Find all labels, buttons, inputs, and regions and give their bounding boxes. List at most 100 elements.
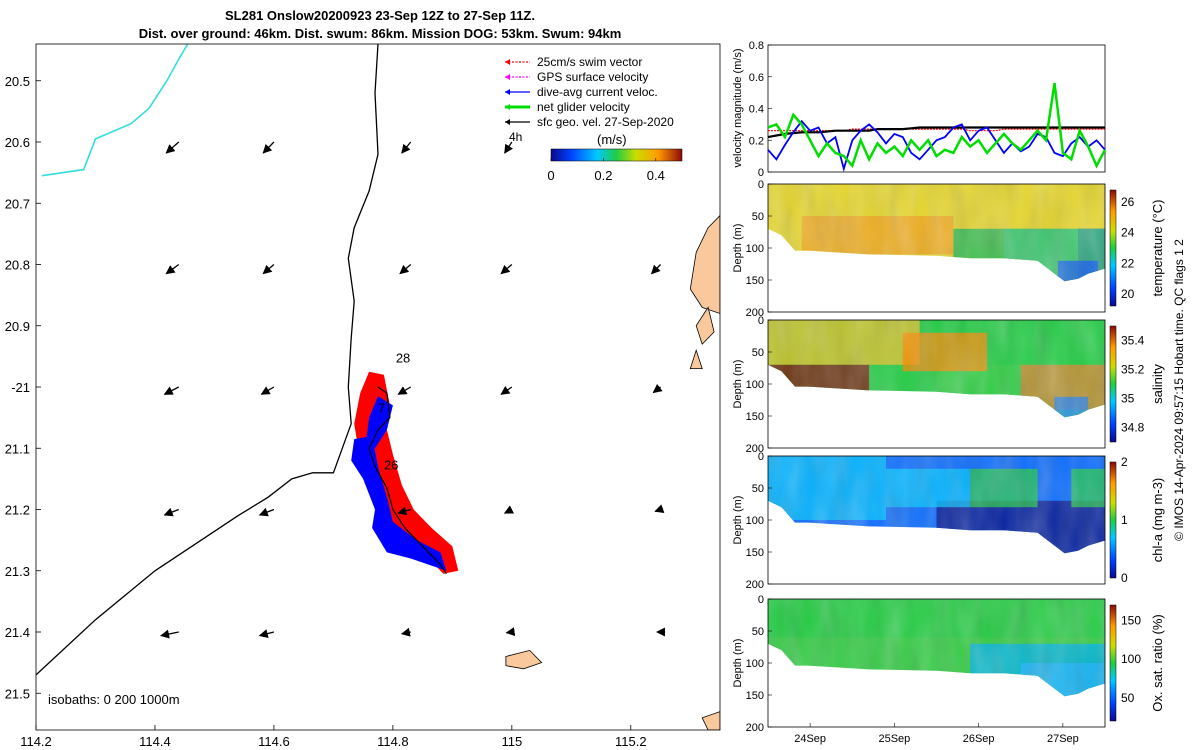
legend-label-2: dive-avg current veloc. [537,85,658,99]
map-ytick-label-6: 21.1 [5,441,30,456]
section-cbar-ticklabel-chla-0: 0 [1121,571,1128,585]
map-ytick-label-1: 20.6 [5,135,30,150]
section-ytick-label-chla-4: 200 [746,579,764,591]
section-ytick-label-temperature-4: 200 [746,307,764,319]
legend-arrowhead-2 [505,89,510,95]
map-xtick-label-5: 115.2 [615,734,647,749]
land-polygon-4 [701,711,720,730]
velocity-frame [767,44,1106,173]
map-xtick-label-2: 114.6 [258,734,290,749]
figure-title-line2: Dist. over ground: 46km. Dist. swum: 86k… [138,26,622,41]
legend-arrowhead-3 [505,104,510,110]
section-ytick-label-salinity-4: 200 [746,443,764,455]
current-vector-swath-south [351,436,447,571]
geo-vector-5 [262,264,275,275]
geo-vector-22 [505,627,516,637]
speed-colorbar-ticklabel-0: 0 [547,168,554,183]
section-ylabel-temperature: Depth (m) [732,224,744,273]
section-cbar-ticklabel-chla-1: 1 [1121,513,1128,527]
section-xtick-label-0: 24Sep [794,733,826,745]
geo-vector-11 [397,386,412,395]
section-ytick-label-temperature-2: 100 [746,243,764,255]
section-ytick-label-temperature-1: 50 [752,211,764,223]
section-ytick-label-oxygen-2: 100 [746,658,764,670]
section-ytick-label-oxygen-3: 150 [746,690,764,702]
day-label-0: 28 [396,351,410,366]
velocity-ytick-label-2: 0.4 [749,104,764,116]
section-colorbar-oxygen [1109,604,1117,722]
geo-vector-15 [258,507,275,517]
section-ytick-label-chla-2: 100 [746,515,764,527]
section-cbar-label-oxygen: Ox. sat. ratio (%) [1150,614,1165,712]
geo-vector-8 [650,264,661,275]
geo-vector-12 [500,385,513,395]
speed-colorbar-label: (m/s) [597,132,627,147]
section-cbar-ticklabel-temperature-3: 26 [1121,195,1135,209]
geo-vector-3 [504,141,513,154]
velocity-ytick-label-3: 0.6 [749,72,764,84]
geo-vector-2 [401,141,412,154]
section-cbar-label-chla: chl-a (mg m-3) [1150,478,1165,563]
geostrophic-vectors [160,141,666,639]
speed-colorbar-ticklabel-1: 0.2 [594,168,612,183]
section-xtick-label-1: 25Sep [878,733,910,745]
day-label-2: 26 [384,458,398,473]
geo-vector-10 [260,386,275,395]
map-ytick-label-5: -21 [11,380,30,395]
speed-colorbar-ticklabel-2: 0.4 [647,168,665,183]
land-polygon-2 [689,349,703,370]
map-ytick-label-7: 21.2 [5,503,30,518]
land-polygon-1 [695,306,715,345]
velocity-series [767,82,1107,173]
speed-colorbar: (m/s) 0 0.2 0.4 [547,132,683,183]
section-colorbar-temperature [1109,189,1117,307]
current-vector-swath [366,396,393,449]
map-y-ticks: 20.5 20.6 20.7 20.8 20.9 -21 21.1 21.2 21.3 21.4 2… [5,74,41,701]
velocity-series-3 [767,82,1107,169]
glider-track [368,386,447,575]
geo-vector-13 [652,383,663,394]
velocity-ytick-label-4: 0.8 [749,40,764,52]
map-xtick-label-0: 114.2 [20,734,52,749]
day-label-1: 7 [378,401,385,416]
map-ytick-label-4: 20.9 [5,319,30,334]
geo-vector-19 [160,629,179,639]
day-labels: 28 7 26 [378,351,410,473]
velocity-series-0 [768,128,1105,132]
geo-vector-1 [262,141,275,154]
geo-vector-6 [399,264,412,275]
section-cbar-ticklabel-oxygen-0: 50 [1121,691,1135,705]
geo-vector-21 [400,627,411,637]
legend-label-1: GPS surface velocity [537,70,648,84]
section-ytick-label-chla-1: 50 [752,483,764,495]
section-cbar-ticklabel-oxygen-1: 100 [1121,652,1141,666]
section-panel-temperature: 0 50 100 150 200 Depth (m) 20 22 24 26 temperature… [732,179,1165,319]
section-ytick-label-salinity-1: 50 [752,347,764,359]
geo-vector-16 [397,506,411,516]
speed-colorbar-ramp [550,148,683,162]
legend-arrowhead-0 [505,59,510,65]
section-ytick-label-chla-3: 150 [746,547,764,559]
section-ytick-label-temperature-3: 150 [746,275,764,287]
geo-vector-0 [165,141,180,154]
section-cbar-ticklabel-salinity-2: 35.2 [1121,363,1145,377]
map-xtick-label-3: 114.8 [377,734,409,749]
copyright-text: © IMOS 14-Apr-2024 09:57:15 Hobart time.… [1172,239,1186,541]
section-ytick-label-oxygen-1: 50 [752,626,764,638]
section-ytick-label-salinity-3: 150 [746,411,764,423]
velocity-series-2 [767,119,1106,173]
velocity-ytick-label-1: 0.2 [749,135,764,147]
section-panel-chla: 0 50 100 150 200 Depth (m) 0 1 2 chl-a (mg m-3) [732,451,1165,591]
section-ytick-label-oxygen-0: 0 [758,594,764,606]
velocity-y-ticks: 0 0.2 0.4 0.6 0.8 [749,40,772,179]
speed-colorbar-ticks: 0 0.2 0.4 [547,158,665,183]
section-ylabel-salinity: Depth (m) [732,360,744,409]
map-ytick-label-8: 21.3 [5,564,30,579]
geo-vector-18 [654,504,665,513]
map-xtick-label-1: 114.4 [139,734,171,749]
legend-label-3: net glider velocity [537,100,630,114]
velocity-ylabel: velocity magnitude (m/s) [732,48,744,167]
